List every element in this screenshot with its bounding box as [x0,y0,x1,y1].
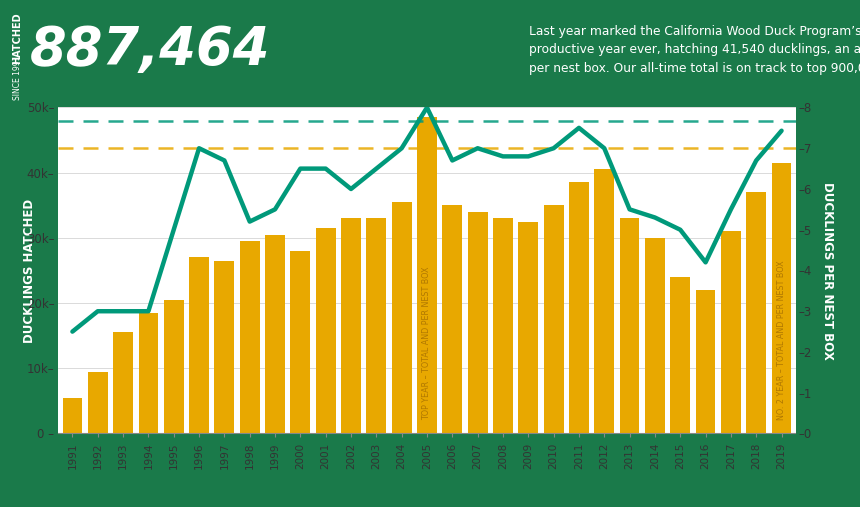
Text: DUCKLINGS PER NEST BOX: DUCKLINGS PER NEST BOX [821,182,834,359]
Bar [468,212,488,433]
Bar [594,169,614,433]
Bar [442,205,462,433]
Bar [265,235,285,433]
Bar [63,397,83,433]
Text: HATCHED: HATCHED [12,12,22,64]
Bar [569,183,589,433]
Text: Last year marked the California Wood Duck Program’s second most
productive year : Last year marked the California Wood Duc… [529,25,860,75]
Bar [620,219,640,433]
Bar [138,313,158,433]
Bar [544,205,563,433]
Bar [214,261,234,433]
Bar [240,241,260,433]
Bar [671,277,690,433]
Bar [746,192,766,433]
Bar [114,333,133,433]
Bar [417,117,437,433]
Text: 887,464: 887,464 [30,24,271,76]
Bar [721,231,740,433]
Bar [189,258,209,433]
Bar [164,300,183,433]
Bar [88,372,108,433]
Text: NO. 2 YEAR – TOTAL AND PER NEST BOX: NO. 2 YEAR – TOTAL AND PER NEST BOX [777,261,786,420]
Bar [341,219,361,433]
Bar [771,163,791,433]
Bar [291,251,310,433]
Text: DUCKLINGS HATCHED: DUCKLINGS HATCHED [22,198,36,343]
Bar [316,228,335,433]
Text: TOP YEAR – TOTAL AND PER NEST BOX: TOP YEAR – TOTAL AND PER NEST BOX [422,267,432,420]
Bar [519,222,538,433]
Bar [366,219,386,433]
Text: SINCE 1991: SINCE 1991 [13,56,22,100]
Bar [696,290,716,433]
Bar [392,202,412,433]
Bar [493,219,513,433]
Bar [645,238,665,433]
